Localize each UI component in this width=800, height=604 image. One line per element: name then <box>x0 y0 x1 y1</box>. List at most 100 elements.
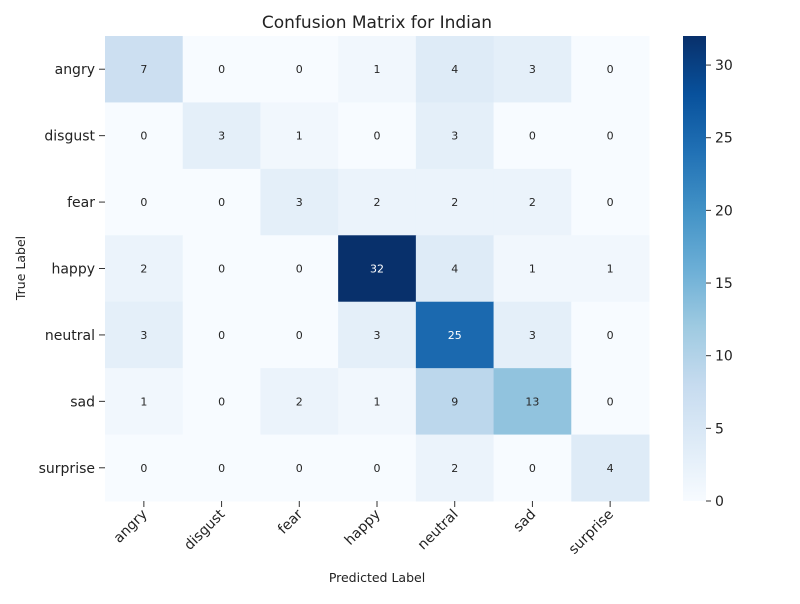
y-axis-label: True Label <box>13 236 28 301</box>
heatmap-cell <box>105 368 184 436</box>
cell-value-label: 0 <box>296 63 303 76</box>
heatmap-cell <box>571 168 650 236</box>
y-tick-label: neutral <box>45 328 95 344</box>
cell-value-label: 0 <box>296 263 303 276</box>
cell-value-label: 2 <box>140 263 147 276</box>
heatmap-cell <box>105 235 184 303</box>
cell-value-label: 3 <box>529 63 536 76</box>
cell-value-label: 32 <box>370 263 384 276</box>
y-tick-label: angry <box>55 62 95 78</box>
cell-value-label: 2 <box>451 462 458 475</box>
x-tick-label: happy <box>342 507 384 549</box>
cell-value-label: 2 <box>529 196 536 209</box>
cell-value-label: 1 <box>529 263 536 276</box>
x-tick-label: fear <box>275 506 306 537</box>
heatmap-cell <box>338 36 417 103</box>
cell-value-label: 0 <box>218 63 225 76</box>
cell-value-label: 0 <box>607 130 614 143</box>
cell-value-label: 13 <box>525 395 539 408</box>
heatmap-cell <box>415 102 495 170</box>
cell-value-label: 3 <box>374 329 381 342</box>
heatmap-cell <box>105 301 184 369</box>
heatmap-cell <box>105 102 184 170</box>
heatmap-cell <box>260 36 339 103</box>
heatmap-cell <box>260 434 339 502</box>
x-tick-label: surprise <box>566 507 617 558</box>
cell-value-label: 25 <box>448 329 462 342</box>
heatmap-cells: 7 0 0 1 4 3 00 3 1 0 3 0 00 0 3 2 2 2 02 0 0 32 4 1 13 0 0 3 25 3 01 0 2… <box>105 36 650 502</box>
cell-value-label: 1 <box>374 395 381 408</box>
y-tick-label: surprise <box>39 461 95 477</box>
y-tick-label: disgust <box>44 129 95 145</box>
cell-value-label: 4 <box>451 263 458 276</box>
cell-value-label: 3 <box>140 329 147 342</box>
heatmap-cell <box>105 434 184 502</box>
heatmap-cell <box>182 434 261 502</box>
colorbar <box>683 36 706 501</box>
heatmap-cell <box>260 235 339 303</box>
colorbar-tick-label: 0 <box>715 494 724 510</box>
colorbar-tick-label: 20 <box>715 203 733 219</box>
heatmap-cell <box>571 102 650 170</box>
heatmap-cell <box>338 301 417 369</box>
y-axis-ticks: angry disgust fear happy neutral sad surprise <box>39 62 105 477</box>
cell-value-label: 0 <box>607 63 614 76</box>
heatmap-cell <box>182 36 261 103</box>
cell-value-label: 0 <box>218 263 225 276</box>
colorbar-ticks: 0 5 10 15 20 25 30 <box>706 58 733 510</box>
cell-value-label: 0 <box>218 329 225 342</box>
cell-value-label: 3 <box>296 196 303 209</box>
cell-value-label: 2 <box>374 196 381 209</box>
heatmap-cell <box>338 434 417 502</box>
y-tick-label: sad <box>70 394 95 410</box>
heatmap-cell <box>338 235 417 303</box>
cell-value-label: 0 <box>374 462 381 475</box>
heatmap-cell <box>260 368 339 436</box>
heatmap-cell <box>415 301 495 369</box>
heatmap-cell <box>415 36 495 103</box>
cell-value-label: 0 <box>218 196 225 209</box>
x-tick-label: angry <box>111 507 151 547</box>
cell-value-label: 1 <box>374 63 381 76</box>
chart-title: Confusion Matrix for Indian <box>262 13 492 33</box>
cell-value-label: 0 <box>529 130 536 143</box>
cell-value-label: 1 <box>296 130 303 143</box>
cell-value-label: 0 <box>607 395 614 408</box>
cell-value-label: 0 <box>607 329 614 342</box>
heatmap-cell <box>493 368 572 436</box>
heatmap-cell <box>493 235 572 303</box>
heatmap-cell <box>415 235 495 303</box>
heatmap-cell <box>415 434 495 502</box>
heatmap-cell <box>260 102 339 170</box>
cell-value-label: 3 <box>529 329 536 342</box>
heatmap-cell <box>571 235 650 303</box>
heatmap-cell <box>493 102 572 170</box>
cell-value-label: 4 <box>451 63 458 76</box>
heatmap-cell <box>182 102 261 170</box>
heatmap-cell <box>571 368 650 436</box>
cell-value-label: 1 <box>140 395 147 408</box>
heatmap-cell <box>415 368 495 436</box>
cell-value-label: 0 <box>140 196 147 209</box>
x-tick-label: neutral <box>415 507 462 554</box>
cell-value-label: 9 <box>451 395 458 408</box>
heatmap-cell <box>571 434 650 502</box>
heatmap-cell <box>182 235 261 303</box>
heatmap-cell <box>260 301 339 369</box>
cell-value-label: 7 <box>140 63 147 76</box>
heatmap-cell <box>493 36 572 103</box>
cell-value-label: 0 <box>607 196 614 209</box>
heatmap-cell <box>493 301 572 369</box>
cell-value-label: 2 <box>451 196 458 209</box>
cell-value-label: 0 <box>218 395 225 408</box>
cell-value-label: 0 <box>296 462 303 475</box>
heatmap-cell <box>182 301 261 369</box>
colorbar-tick-label: 10 <box>715 349 733 365</box>
cell-value-label: 0 <box>218 462 225 475</box>
heatmap-cell <box>338 168 417 236</box>
heatmap-cell <box>571 301 650 369</box>
y-tick-label: happy <box>51 262 95 278</box>
heatmap-cell <box>105 168 184 236</box>
